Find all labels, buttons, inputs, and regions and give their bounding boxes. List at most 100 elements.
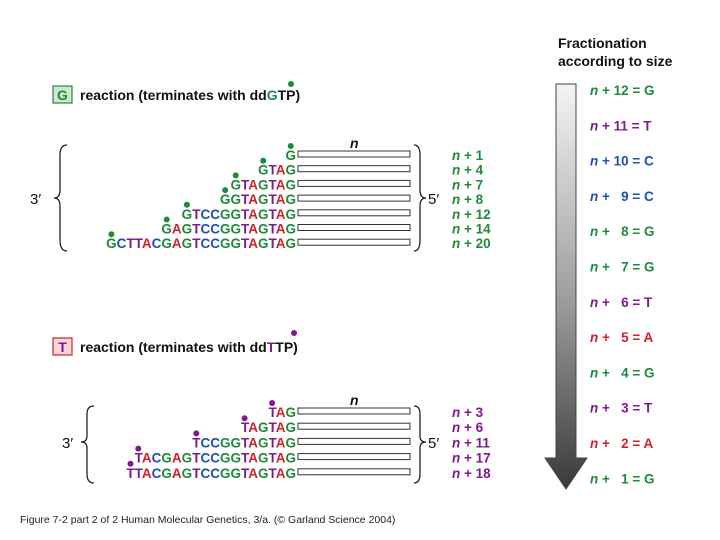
t-reaction-gel-group: n 3′ 5′ TAG n + 3 TAGTAG n + 6 TCCGGTAGTAG n …	[62, 392, 491, 484]
g_reaction-strand-bar	[297, 238, 411, 246]
t_reaction-strand-bar	[297, 453, 411, 461]
g_reaction-terminator-dot	[260, 157, 267, 164]
t_reaction-strand-bar	[297, 407, 411, 415]
size-gradient-arrow	[544, 83, 588, 490]
g_reaction-fragment-size: n + 4	[452, 163, 484, 178]
t_reaction-fragment-size: n + 6	[452, 420, 484, 435]
g_reaction-fragment-row: GGTAGTAG n + 8	[220, 187, 484, 207]
t_reaction-fragment-sequence: TCCGGTAGTAG	[192, 435, 296, 450]
g_reaction-fragment-sequence: GTAG	[258, 163, 296, 178]
t_reaction-fragment-row: TAGTAG n + 6	[241, 415, 484, 435]
t_reaction-fragment-sequence: TACGAGTCCGGTAGTAG	[135, 451, 296, 466]
g-reaction-badge-letter: G	[57, 87, 68, 103]
g-reaction-right-brace	[413, 144, 427, 252]
t-reaction-badge-letter: T	[58, 339, 67, 355]
g_reaction-fragment-size: n + 8	[452, 192, 484, 207]
fractionation-size-label: n + 4 = G	[590, 365, 655, 380]
g_reaction-fragment-row: GTCCGGTAGTAG n + 12	[182, 201, 491, 222]
fractionation-size-list: n + 12 = G n + 11 = T n + 10 = C n + 9 = C n…	[590, 83, 655, 486]
g-reaction-left-brace	[53, 144, 68, 252]
fractionation-panel: Fractionation according to size n + 12 =…	[544, 35, 673, 490]
g_reaction-fragment-size: n + 1	[452, 148, 484, 163]
t_reaction-fragment-row: TACGAGTCCGGTAGTAG n + 17	[135, 445, 491, 466]
g-reaction-header: G reaction (terminates with ddGTP)	[52, 81, 300, 104]
g-reaction-badge	[52, 85, 73, 104]
fractionation-size-label: n + 1 = G	[590, 471, 655, 486]
t_reaction-terminator-dot	[135, 445, 142, 452]
g-reaction-5prime: 5′	[428, 191, 439, 208]
t_reaction-fragment-row: TCCGGTAGTAG n + 11	[192, 430, 490, 450]
t_reaction-strand-bar	[297, 437, 411, 445]
g_reaction-terminator-dot	[287, 143, 294, 149]
g_reaction-strand-bar	[297, 150, 411, 158]
g-reaction-n-label: n	[350, 135, 359, 151]
g_reaction-fragment-size: n + 7	[452, 177, 483, 192]
t-reaction-title: reaction (terminates with ddTTP)	[80, 339, 298, 355]
g_reaction-strand-bar	[297, 209, 411, 217]
g_reaction-fragment-row: GCTTACGAGTCCGGTAGTAG n + 20	[106, 231, 491, 251]
t-reaction-header: T reaction (terminates with ddTTP)	[52, 330, 298, 356]
g_reaction-terminator-dot	[163, 216, 170, 223]
fractionation-size-label: n + 2 = A	[590, 436, 654, 451]
g_reaction-fragment-sequence: GTCCGGTAGTAG	[182, 207, 296, 222]
g_reaction-fragment-size: n + 14	[452, 222, 491, 237]
fractionation-title-line1: Fractionation	[558, 35, 647, 51]
g_reaction-terminator-dot	[183, 201, 190, 208]
t-reaction-right-brace	[413, 405, 427, 484]
g_reaction-fragment-row: GTAG n + 4	[258, 157, 484, 178]
g-reaction-title: reaction (terminates with ddGTP)	[80, 87, 300, 103]
t_reaction-fragment-size: n + 11	[452, 435, 490, 450]
t-reaction-n-label: n	[350, 392, 359, 408]
fractionation-size-label: n + 8 = G	[590, 224, 655, 239]
g_reaction-strand-bar	[297, 165, 411, 173]
g_reaction-terminator-dot	[222, 187, 229, 194]
t_reaction-terminator-dot	[127, 460, 134, 467]
figure-caption: Figure 7-2 part 2 of 2 Human Molecular G…	[20, 514, 395, 526]
g_reaction-fragment-sequence: GAGTCCGGTAGTAG	[161, 222, 296, 237]
g_reaction-fragment-sequence: G	[285, 148, 296, 163]
t_reaction-terminator-dot	[241, 415, 248, 422]
g-reaction-3prime: 3′	[30, 191, 41, 208]
t_reaction-fragment-size: n + 3	[452, 405, 484, 420]
g_reaction-fragment-sequence: GTAGTAG	[230, 177, 296, 192]
fractionation-size-label: n + 10 = C	[590, 154, 654, 169]
g_reaction-terminator-dot	[232, 172, 239, 179]
t_reaction-strand-bar	[297, 422, 411, 430]
g_reaction-fragment-row: GTAGTAG n + 7	[230, 172, 483, 192]
t_reaction-fragment-sequence: TTACGAGTCCGGTAGTAG	[126, 466, 296, 481]
t-reaction-title-dot	[291, 330, 297, 336]
t_reaction-fragment-row: TAG n + 3	[268, 400, 484, 420]
g_reaction-strand-bar	[297, 179, 411, 187]
t-reaction-5prime: 5′	[428, 435, 439, 452]
fractionation-size-label: n + 12 = G	[590, 83, 655, 98]
t_reaction-strand-bar	[297, 468, 411, 476]
t_reaction-fragment-size: n + 17	[452, 451, 491, 466]
t_reaction-fragment-sequence: TAG	[268, 405, 296, 420]
g_reaction-strand-bar	[297, 194, 411, 202]
g_reaction-terminator-dot	[108, 231, 115, 238]
t_reaction-fragment-size: n + 18	[452, 466, 491, 481]
t-reaction-badge	[52, 337, 73, 356]
fractionation-size-label: n + 7 = G	[590, 260, 655, 275]
t_reaction-terminator-dot	[193, 430, 200, 437]
fractionation-title-line2: according to size	[558, 53, 673, 69]
g_reaction-fragment-sequence: GCTTACGAGTCCGGTAGTAG	[106, 236, 296, 251]
g_reaction-fragment-row: GAGTCCGGTAGTAG n + 14	[161, 216, 491, 237]
g-reaction-title-dot	[288, 81, 294, 87]
t_reaction-fragment-sequence: TAGTAG	[241, 420, 296, 435]
g_reaction-strand-bar	[297, 224, 411, 231]
fractionation-size-label: n + 5 = A	[590, 330, 654, 345]
fractionation-size-label: n + 11 = T	[590, 118, 652, 133]
t-reaction-left-brace	[80, 405, 95, 484]
fractionation-size-label: n + 6 = T	[590, 295, 653, 310]
t_reaction-fragment-row: TTACGAGTCCGGTAGTAG n + 18	[126, 460, 491, 481]
g_reaction-fragment-size: n + 20	[452, 236, 491, 251]
g_reaction-fragment-sequence: GGTAGTAG	[220, 192, 296, 207]
fractionation-size-label: n + 9 = C	[590, 189, 654, 204]
fractionation-size-label: n + 3 = T	[590, 401, 653, 416]
